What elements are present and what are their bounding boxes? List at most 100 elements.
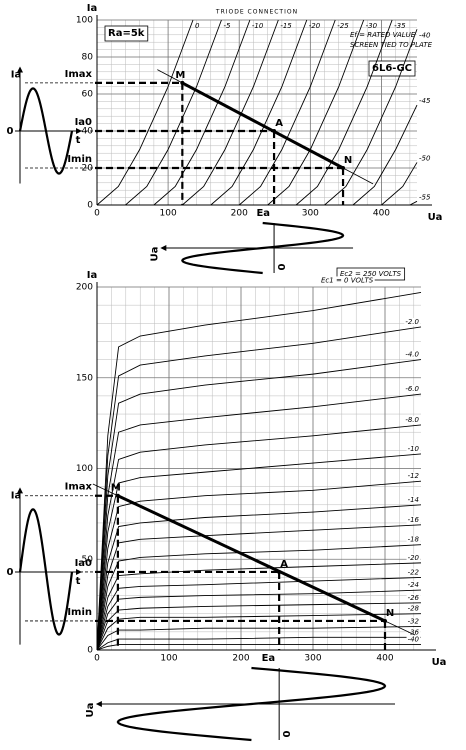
load-line — [117, 494, 386, 623]
wave-label: 0 — [7, 567, 14, 578]
curve — [96, 544, 422, 651]
curve-label: -12 — [408, 472, 420, 480]
x-axis-label: Ua — [428, 212, 443, 223]
curve-label: -26 — [408, 594, 420, 602]
curve — [96, 504, 422, 651]
x-tick-label: 0 — [94, 654, 100, 664]
x-tick-label: 100 — [160, 209, 177, 219]
curve — [96, 625, 422, 651]
x-tick-label: 400 — [376, 654, 393, 664]
label-bg — [406, 581, 420, 590]
y-tick-label: 50 — [82, 555, 94, 565]
curve — [238, 19, 336, 206]
curve — [96, 524, 422, 651]
curve-label: -15 — [280, 22, 292, 30]
curve-label: -10 — [252, 22, 264, 30]
label-bg — [406, 444, 421, 453]
wave-label: Ia — [11, 490, 21, 501]
annotation: Ra=5k — [108, 28, 145, 39]
label-bg — [406, 593, 421, 602]
x-tick-label: 300 — [302, 209, 319, 219]
x-tick-label: 0 — [94, 209, 100, 219]
curve-label: -36 — [408, 628, 420, 636]
label-bg — [406, 472, 421, 481]
curve — [96, 19, 194, 206]
wave-label: Ia — [11, 69, 21, 80]
wave-label: t — [76, 135, 81, 146]
y-tick-label: 80 — [82, 53, 94, 63]
y-tick-label: 60 — [82, 90, 94, 100]
label-bg — [404, 415, 421, 424]
curve — [96, 359, 422, 651]
y-tick-label: 0 — [87, 646, 93, 656]
curve — [153, 19, 251, 206]
load-line-ext — [384, 620, 416, 636]
curve — [96, 424, 422, 651]
curve — [381, 162, 418, 206]
level-label: Ia0 — [75, 117, 92, 128]
curve-label: -35 — [394, 22, 406, 30]
curve-label: -4.0 — [405, 351, 419, 359]
point-label: A — [280, 559, 288, 570]
point-label: N — [386, 608, 394, 619]
label-bg — [406, 568, 421, 577]
label-bg — [404, 317, 421, 326]
operating-point — [115, 493, 120, 498]
curve-label: -6.0 — [405, 385, 419, 393]
curve-label: -40 — [419, 31, 431, 39]
wave-label: Ua — [85, 703, 96, 718]
label-bg — [404, 350, 421, 359]
arrow — [17, 66, 23, 73]
operating-point — [272, 129, 277, 133]
point-label: M — [111, 483, 121, 494]
curve-label: -8.0 — [405, 416, 419, 424]
curve-label: -50 — [419, 154, 431, 162]
curve-label: -45 — [419, 97, 431, 105]
curve-label: -20 — [408, 554, 420, 562]
load-line — [181, 81, 344, 170]
annotation: Ec2 = 250 VOLTS — [340, 270, 402, 278]
y-tick-label: 100 — [76, 16, 93, 26]
curve — [96, 453, 422, 651]
operating-point — [341, 166, 346, 170]
point-label: M — [175, 70, 185, 81]
label-bg — [406, 628, 421, 637]
wave-label: 0 — [7, 126, 14, 137]
arrow — [17, 487, 23, 494]
curve-label: -10 — [408, 445, 420, 453]
curve-label: -5 — [223, 22, 231, 30]
operating-point — [277, 569, 282, 574]
label-bg — [406, 535, 421, 544]
arrow — [76, 568, 82, 575]
curve-label: 0 — [195, 22, 200, 30]
curve — [295, 19, 393, 206]
x-tick-label: 200 — [232, 654, 249, 664]
curve — [96, 636, 421, 651]
operating-point — [180, 80, 185, 85]
curve — [125, 19, 222, 206]
wave-label: Ua — [149, 247, 160, 262]
curve-label: -2.0 — [405, 318, 419, 326]
label-bg — [406, 635, 421, 644]
curve-label: -20 — [309, 22, 321, 30]
operating-point — [383, 618, 387, 623]
point-label: A — [275, 118, 283, 129]
level-label: Imin — [67, 154, 92, 165]
curve — [409, 200, 418, 206]
y-axis-label: Ia — [87, 270, 97, 281]
curve-label: -28 — [408, 605, 420, 613]
curve — [96, 393, 422, 651]
wave-label: 0 — [277, 263, 288, 270]
point-label: N — [344, 155, 352, 166]
curve — [96, 480, 422, 651]
level-label: Imin — [67, 607, 92, 618]
curve-label: -24 — [408, 581, 419, 589]
curve — [96, 644, 421, 651]
label-bg — [406, 617, 421, 626]
curve — [210, 19, 308, 206]
x-tick-label: 400 — [373, 209, 390, 219]
y-axis-label: Ia — [87, 3, 97, 14]
wave-label: t — [76, 576, 81, 587]
y-tick-label: 150 — [76, 373, 93, 383]
